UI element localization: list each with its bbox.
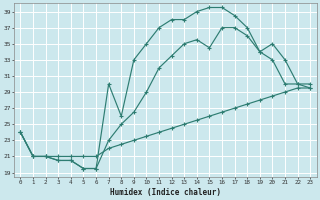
X-axis label: Humidex (Indice chaleur): Humidex (Indice chaleur) [110,188,221,197]
